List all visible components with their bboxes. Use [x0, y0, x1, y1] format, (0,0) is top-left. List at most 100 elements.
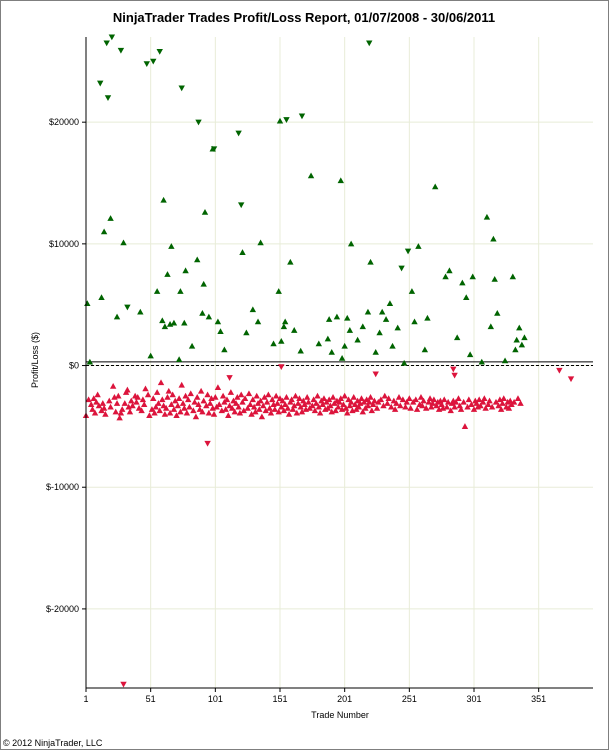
- trade-point-up: [371, 397, 378, 404]
- trade-point-up: [134, 393, 141, 400]
- trade-point-up: [393, 400, 400, 406]
- trade-point-up: [346, 402, 354, 409]
- trade-point-up: [315, 340, 323, 347]
- trade-point-up: [164, 271, 171, 277]
- trade-point-up: [245, 390, 253, 397]
- trade-point-up: [100, 404, 108, 411]
- trade-point-up: [453, 334, 461, 341]
- trade-point-down: [178, 85, 185, 92]
- trade-point-up: [389, 342, 396, 349]
- trade-point-up: [190, 407, 197, 414]
- trade-point-up: [90, 395, 97, 401]
- trade-point-down: [398, 265, 405, 272]
- trade-point-up: [115, 392, 122, 399]
- trade-point-up: [275, 408, 282, 415]
- trade-point-up: [430, 396, 438, 403]
- trade-point-up: [181, 404, 188, 411]
- trade-point-up: [400, 359, 408, 366]
- trade-point-up: [367, 393, 374, 400]
- trade-point-up: [253, 392, 260, 399]
- trade-point-up: [184, 396, 192, 403]
- data-points: [82, 34, 575, 688]
- trade-point-up: [346, 327, 354, 333]
- trade-point-up: [350, 393, 357, 400]
- trade-point-up: [175, 356, 183, 363]
- y-axis-ticks: $20000 $10000 $0 $-10000 $-20000: [46, 117, 86, 614]
- trade-point-up: [329, 393, 337, 400]
- trade-point-up: [289, 406, 297, 412]
- trade-point-up: [376, 329, 383, 336]
- trade-point-up: [432, 183, 439, 190]
- trade-point-up: [291, 327, 298, 333]
- trade-point-up: [278, 403, 285, 410]
- trade-point-up: [420, 397, 427, 404]
- trade-point-up: [325, 316, 333, 322]
- trade-point-up: [512, 346, 519, 353]
- trade-point-up: [107, 403, 114, 410]
- trade-point-down: [556, 367, 563, 374]
- trade-point-up: [261, 393, 268, 400]
- trade-point-up: [425, 398, 432, 405]
- trade-point-up: [415, 243, 422, 249]
- trade-point-up: [311, 407, 319, 414]
- trade-point-down: [120, 681, 127, 688]
- trade-point-up: [444, 398, 452, 405]
- trade-point-up: [372, 348, 379, 355]
- trade-point-up: [274, 400, 281, 406]
- trade-point-up: [294, 400, 302, 406]
- trade-point-up: [452, 398, 460, 405]
- trade-point-up: [278, 338, 285, 344]
- trade-point-down: [235, 130, 242, 137]
- trade-point-up: [141, 401, 148, 408]
- trade-point-up: [164, 393, 171, 400]
- trade-point-down: [108, 34, 116, 41]
- trade-point-up: [482, 404, 489, 411]
- trade-point-up: [354, 336, 361, 343]
- trade-point-up: [494, 310, 501, 316]
- trade-point-up: [470, 406, 478, 412]
- trade-point-up: [344, 314, 351, 321]
- trade-point-up: [113, 400, 121, 406]
- trade-point-up: [364, 402, 372, 409]
- trade-point-up: [485, 401, 492, 408]
- copyright-text: © 2012 NinjaTrader, LLC: [3, 738, 103, 748]
- trade-point-up: [366, 398, 373, 405]
- trade-point-up: [120, 239, 127, 246]
- trade-point-up: [199, 310, 206, 316]
- trade-point-up: [451, 403, 458, 410]
- trade-point-up: [94, 391, 101, 398]
- trade-point-up: [241, 395, 249, 401]
- trade-point-up: [369, 401, 377, 408]
- trade-point-up: [486, 397, 493, 404]
- trade-point-up: [332, 407, 339, 414]
- trade-point-down: [143, 61, 150, 67]
- trade-point-up: [162, 404, 170, 411]
- trade-point-up: [142, 385, 149, 392]
- trade-point-up: [194, 393, 201, 400]
- x-tick-label: 351: [531, 694, 546, 704]
- trade-point-up: [336, 398, 343, 405]
- trade-point-up: [98, 294, 105, 300]
- trade-point-up: [181, 319, 188, 326]
- trade-point-down: [298, 113, 306, 120]
- trade-point-up: [256, 406, 263, 412]
- trade-point-up: [238, 391, 245, 398]
- trade-point-up: [468, 401, 475, 408]
- trade-point-up: [516, 324, 523, 331]
- x-tick-label: 1: [83, 694, 88, 704]
- trade-point-up: [239, 398, 246, 405]
- trade-point-up: [222, 406, 229, 412]
- trade-point-down: [150, 58, 157, 65]
- y-tick-label: $-10000: [46, 482, 79, 492]
- trade-point-up: [258, 413, 266, 420]
- trade-point-up: [417, 393, 425, 400]
- trade-point-down: [195, 119, 202, 126]
- trade-point-up: [249, 306, 257, 313]
- trade-point-up: [291, 402, 298, 409]
- trade-point-up: [200, 397, 207, 404]
- x-tick-label: 51: [146, 694, 156, 704]
- trade-point-up: [316, 409, 324, 416]
- trade-point-up: [160, 196, 167, 203]
- trade-point-up: [297, 347, 304, 354]
- trade-point-up: [151, 409, 158, 416]
